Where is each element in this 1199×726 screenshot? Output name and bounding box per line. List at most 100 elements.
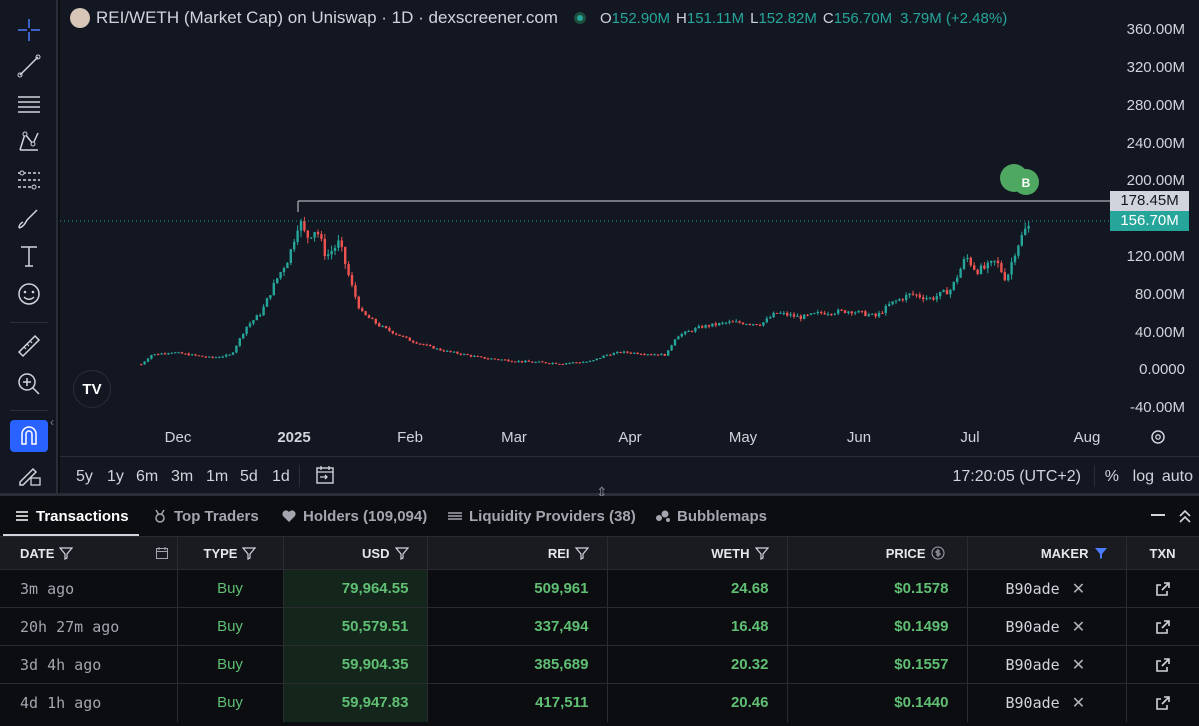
candle-body: [1024, 228, 1027, 235]
date-range-calendar-icon[interactable]: [314, 464, 336, 486]
chart-pane[interactable]: B REI/WETH (Market Cap) on Uniswap · 1D …: [60, 0, 1199, 493]
column-price[interactable]: PRICE: [787, 536, 968, 570]
range-5d-button[interactable]: 5d: [240, 468, 258, 485]
lock-draw-icon[interactable]: [10, 458, 48, 490]
brush-icon[interactable]: [10, 202, 48, 234]
filter-icon[interactable]: [59, 546, 74, 560]
filter-icon[interactable]: [394, 546, 409, 560]
emoji-icon[interactable]: [10, 278, 48, 310]
candle-body: [401, 335, 405, 337]
candle-body: [718, 323, 721, 326]
cell-txn[interactable]: [1126, 569, 1199, 608]
tab-holders[interactable]: Holders (109,094): [281, 496, 427, 536]
chart-clock[interactable]: 17:20:05 (UTC+2): [952, 468, 1081, 485]
cell-txn[interactable]: [1126, 607, 1199, 646]
range-3m-button[interactable]: 3m: [171, 468, 194, 485]
expand-panel-icon[interactable]: [1177, 506, 1193, 526]
percent-scale-button[interactable]: %: [1104, 468, 1119, 485]
clear-filter-icon[interactable]: ✕: [1071, 656, 1086, 674]
magnet-icon[interactable]: [10, 420, 48, 452]
table-row[interactable]: 20h 27m ago Buy 50,579.51 337,494 16.48 …: [0, 607, 1199, 646]
tab-liquidity-providers[interactable]: Liquidity Providers (38): [447, 496, 636, 536]
external-link-icon[interactable]: [1155, 695, 1171, 711]
candle-body: [537, 361, 541, 363]
column-maker[interactable]: MAKER: [967, 536, 1127, 570]
cell-maker[interactable]: B90ade ✕: [967, 607, 1127, 646]
crosshair-icon[interactable]: [10, 14, 48, 46]
cell-txn[interactable]: [1126, 645, 1199, 684]
forecast-icon[interactable]: [10, 164, 48, 196]
candle-body: [932, 297, 935, 300]
candle-body: [558, 363, 561, 365]
range-1y-button[interactable]: 1y: [107, 468, 124, 485]
minimize-icon[interactable]: [1151, 514, 1165, 516]
tradingview-logo[interactable]: TV: [73, 370, 111, 408]
candle-body: [143, 361, 146, 365]
external-link-icon[interactable]: [1155, 581, 1171, 597]
candle-body: [418, 343, 422, 345]
candle-body: [847, 311, 850, 314]
external-link-icon[interactable]: [1155, 657, 1171, 673]
range-1d-button[interactable]: 1d: [272, 468, 290, 485]
collapse-toolbar-icon[interactable]: ‹: [50, 415, 54, 429]
range-5y-button[interactable]: 5y: [76, 468, 93, 485]
tab-top-traders[interactable]: Top Traders: [152, 496, 259, 536]
external-link-icon[interactable]: [1155, 619, 1171, 635]
maker-address[interactable]: B90ade: [1005, 617, 1060, 636]
range-1m-button[interactable]: 1m: [206, 468, 229, 485]
filter-icon[interactable]: [754, 546, 769, 560]
candle-body: [299, 221, 303, 231]
currency-toggle-icon[interactable]: [931, 546, 945, 560]
candle-body: [296, 230, 299, 242]
column-weth[interactable]: WETH: [607, 536, 788, 570]
candle-body: [830, 313, 833, 315]
clear-filter-icon[interactable]: ✕: [1071, 618, 1086, 636]
cell-maker[interactable]: B90ade ✕: [967, 683, 1127, 722]
column-date[interactable]: DATE: [0, 536, 178, 570]
column-rei[interactable]: REI: [427, 536, 608, 570]
pane-resize-divider[interactable]: [0, 493, 1199, 496]
column-type[interactable]: TYPE: [177, 536, 284, 570]
heart-icon: [282, 510, 296, 522]
filter-icon[interactable]: [574, 546, 589, 560]
range-6m-button[interactable]: 6m: [136, 468, 159, 485]
candle-body: [609, 354, 612, 356]
clear-filter-icon[interactable]: ✕: [1071, 580, 1086, 598]
calendar-icon[interactable]: [155, 546, 169, 560]
trend-line-icon[interactable]: [10, 50, 48, 82]
tab-transactions[interactable]: Transactions: [14, 496, 129, 536]
auto-scale-button[interactable]: auto: [1161, 468, 1193, 485]
tab-bubblemaps[interactable]: Bubblemaps: [655, 496, 767, 536]
candle-body: [636, 352, 639, 354]
resize-handle-icon[interactable]: ⇕: [596, 484, 608, 500]
filter-icon[interactable]: [242, 546, 257, 560]
log-scale-button[interactable]: log: [1132, 468, 1154, 485]
fib-icon[interactable]: [10, 88, 48, 120]
candle-body: [347, 264, 350, 276]
table-row[interactable]: 3m ago Buy 79,964.55 509,961 24.68 $0.15…: [0, 569, 1199, 608]
cell-rei: 337,494: [427, 607, 608, 646]
candle-body: [520, 360, 524, 363]
cell-maker[interactable]: B90ade ✕: [967, 645, 1127, 684]
filter-active-icon[interactable]: [1094, 546, 1108, 560]
candle-body: [860, 310, 864, 312]
cell-maker[interactable]: B90ade ✕: [967, 569, 1127, 608]
clear-filter-icon[interactable]: ✕: [1071, 694, 1086, 712]
maker-address[interactable]: B90ade: [1005, 693, 1060, 712]
candle-body: [527, 360, 530, 362]
table-row[interactable]: 4d 1h ago Buy 59,947.83 417,511 20.46 $0…: [0, 683, 1199, 722]
table-row[interactable]: 3d 4h ago Buy 59,904.35 385,689 20.32 $0…: [0, 645, 1199, 684]
ruler-icon[interactable]: [10, 330, 48, 362]
text-icon[interactable]: [10, 240, 48, 272]
cell-txn[interactable]: [1126, 683, 1199, 722]
candle-body: [463, 354, 466, 356]
x-axis-tick: Mar: [501, 429, 527, 446]
buy-marker-icon[interactable]: B: [1000, 164, 1039, 195]
column-usd[interactable]: USD: [283, 536, 428, 570]
chart-settings-gear-icon[interactable]: [1149, 428, 1167, 446]
maker-address[interactable]: B90ade: [1005, 655, 1060, 674]
candle-body: [663, 353, 666, 356]
maker-address[interactable]: B90ade: [1005, 579, 1060, 598]
pattern-icon[interactable]: [10, 126, 48, 158]
zoom-in-icon[interactable]: [10, 368, 48, 400]
